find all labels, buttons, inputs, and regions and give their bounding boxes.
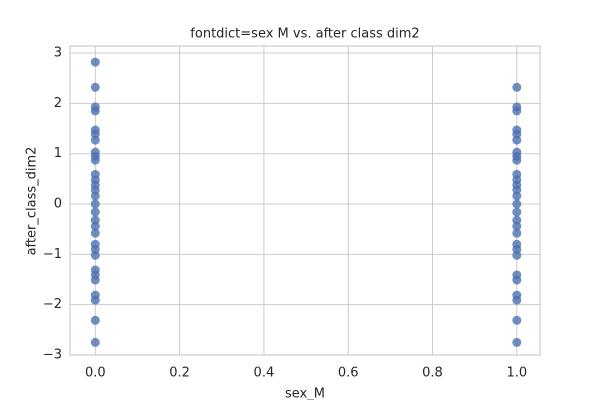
point — [512, 207, 522, 217]
point — [90, 82, 100, 92]
point — [90, 155, 100, 165]
point — [90, 191, 100, 201]
chart-title: fontdict=sex M vs. after class dim2 — [190, 27, 419, 42]
y-axis-label: after_class_dim2 — [25, 147, 40, 256]
point — [512, 295, 522, 305]
point — [90, 315, 100, 325]
point — [512, 82, 522, 92]
point — [512, 337, 522, 347]
y-tick-label: 3 — [54, 46, 62, 61]
y-tick-label: 2 — [54, 96, 62, 111]
point — [512, 221, 522, 231]
y-tick-label: −1 — [43, 247, 62, 262]
point — [90, 199, 100, 209]
point — [512, 155, 522, 165]
y-tick-label: −2 — [43, 297, 62, 312]
point — [512, 199, 522, 209]
point — [90, 228, 100, 238]
point — [512, 106, 522, 116]
point — [512, 315, 522, 325]
x-tick-label: 0.4 — [254, 366, 275, 381]
point — [90, 250, 100, 260]
point — [90, 135, 100, 145]
y-tick-label: −3 — [43, 348, 62, 363]
point — [90, 207, 100, 217]
x-tick-label: 0.0 — [85, 366, 106, 381]
x-tick-label: 0.2 — [169, 366, 190, 381]
point — [90, 221, 100, 231]
point — [512, 191, 522, 201]
x-tick-label: 0.6 — [338, 366, 359, 381]
point — [90, 106, 100, 116]
point — [512, 275, 522, 285]
x-tick-label: 0.8 — [422, 366, 443, 381]
plot-frame — [69, 45, 541, 356]
point — [512, 250, 522, 260]
point — [90, 57, 100, 67]
y-tick-label: 0 — [54, 197, 62, 212]
x-axis-label: sex_M — [285, 387, 325, 400]
point — [512, 135, 522, 145]
point — [512, 228, 522, 238]
y-tick-label: 1 — [54, 146, 62, 161]
point — [90, 275, 100, 285]
point — [90, 295, 100, 305]
x-tick-label: 1.0 — [506, 366, 527, 381]
point — [90, 337, 100, 347]
